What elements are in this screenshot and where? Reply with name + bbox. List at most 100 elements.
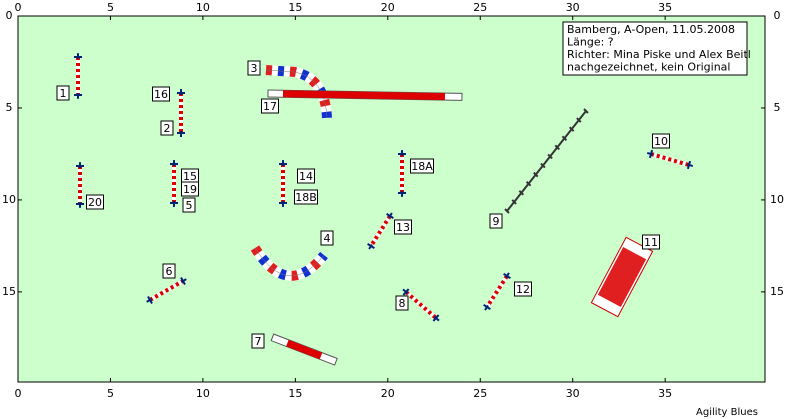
jump-stand <box>180 278 187 283</box>
obstacle-label: 18A <box>410 158 434 174</box>
tunnel-edge <box>254 247 325 277</box>
weave-pole <box>511 199 517 205</box>
weave-pole <box>533 171 539 178</box>
jump-pole <box>485 274 509 309</box>
x-tick-label: 30 <box>566 387 580 400</box>
x-tick-label: 35 <box>658 1 672 14</box>
y-tick-label: 15 <box>770 285 784 298</box>
info-line: Bamberg, A-Open, 11.05.2008 <box>567 23 735 36</box>
label-text: 17 <box>263 100 277 113</box>
label-box <box>152 86 170 102</box>
weave-pole <box>518 190 525 196</box>
label-box <box>410 158 434 174</box>
obstacle-label: 4 <box>320 230 334 246</box>
label-text: 18A <box>411 160 433 173</box>
weave-pole <box>554 144 560 151</box>
x-tick-label: 20 <box>381 387 395 400</box>
label-text: 11 <box>644 236 658 249</box>
jump-stand <box>646 151 654 156</box>
obstacle-label: 16 <box>152 86 170 102</box>
label-text: 15 <box>183 170 197 183</box>
y-tick-label: 5 <box>6 101 13 114</box>
dogwalk <box>282 90 446 101</box>
label-box <box>86 194 104 210</box>
label-box <box>642 234 660 250</box>
weave-pole <box>583 108 589 114</box>
label-text: 19 <box>183 183 197 196</box>
y-tick-label: 0 <box>6 9 13 22</box>
label-text: 5 <box>186 199 193 212</box>
obstacle-label: 2 <box>160 120 174 136</box>
label-box <box>261 98 279 114</box>
jump-stand <box>388 212 393 219</box>
x-tick-label: 25 <box>473 1 487 14</box>
label-box <box>514 281 532 297</box>
info-line: Richter: Mina Piske und Alex Beitl <box>567 48 751 61</box>
x-tick-label: 10 <box>196 1 210 14</box>
label-box <box>182 197 196 213</box>
weave-pole <box>504 208 510 214</box>
obstacle-label: 13 <box>394 219 412 235</box>
jump-stand <box>686 163 694 168</box>
x-tick-label: 20 <box>381 1 395 14</box>
y-tick-label: 0 <box>774 9 781 22</box>
y-tick-label: 5 <box>774 101 781 114</box>
aframe-center <box>597 247 647 307</box>
field <box>17 15 766 383</box>
label-text: 18B <box>295 191 317 204</box>
jump-stand <box>402 288 409 295</box>
obstacle-label: 20 <box>86 194 104 210</box>
label-box <box>181 181 199 197</box>
label-text: 2 <box>164 122 171 135</box>
seesaw <box>270 333 338 366</box>
x-tick-label: 5 <box>107 387 114 400</box>
jump-stand <box>484 304 489 311</box>
obstacles <box>74 53 694 366</box>
info-box <box>562 21 748 76</box>
label-box <box>56 85 70 101</box>
y-tick-label: 10 <box>770 193 784 206</box>
label-text: 1 <box>60 87 67 100</box>
tunnel-edge <box>265 69 328 119</box>
obstacle-label: 8 <box>395 295 409 311</box>
obstacle-label: 9 <box>489 213 503 229</box>
label-text: 6 <box>166 265 173 278</box>
weave-pole <box>576 117 582 123</box>
label-text: 9 <box>493 215 500 228</box>
obstacle-label: 3 <box>247 60 261 76</box>
x-tick-label: 25 <box>473 387 487 400</box>
obstacle-label: 15 <box>181 168 199 184</box>
weave-pole <box>525 181 532 187</box>
footer: Agility Blues <box>696 407 758 418</box>
label-text: 3 <box>251 62 258 75</box>
label-box <box>160 120 174 136</box>
label-box <box>294 189 318 205</box>
label-text: 7 <box>255 335 262 348</box>
label-box <box>162 263 176 279</box>
label-box <box>489 213 503 229</box>
label-text: 16 <box>154 88 168 101</box>
y-tick-label: 10 <box>2 193 16 206</box>
info-line: Länge: ? <box>567 36 614 49</box>
jump-stand <box>505 272 510 279</box>
y-tick-label: 15 <box>2 285 16 298</box>
aframe <box>590 236 654 318</box>
label-box <box>394 219 412 235</box>
label-box <box>320 230 334 246</box>
label-text: 4 <box>324 232 331 245</box>
label-text: 8 <box>399 297 406 310</box>
jump-pole <box>650 152 690 167</box>
label-box <box>251 333 265 349</box>
label-text: 10 <box>654 135 668 148</box>
label-text: 20 <box>88 196 102 209</box>
weave-pole <box>540 162 546 169</box>
label-text: 14 <box>299 170 313 183</box>
weave-pole <box>561 135 568 141</box>
weave-pole <box>547 153 553 160</box>
label-box <box>395 295 409 311</box>
obstacle-label: 12 <box>514 281 532 297</box>
weave-pole <box>568 126 575 132</box>
label-text: 13 <box>396 221 410 234</box>
